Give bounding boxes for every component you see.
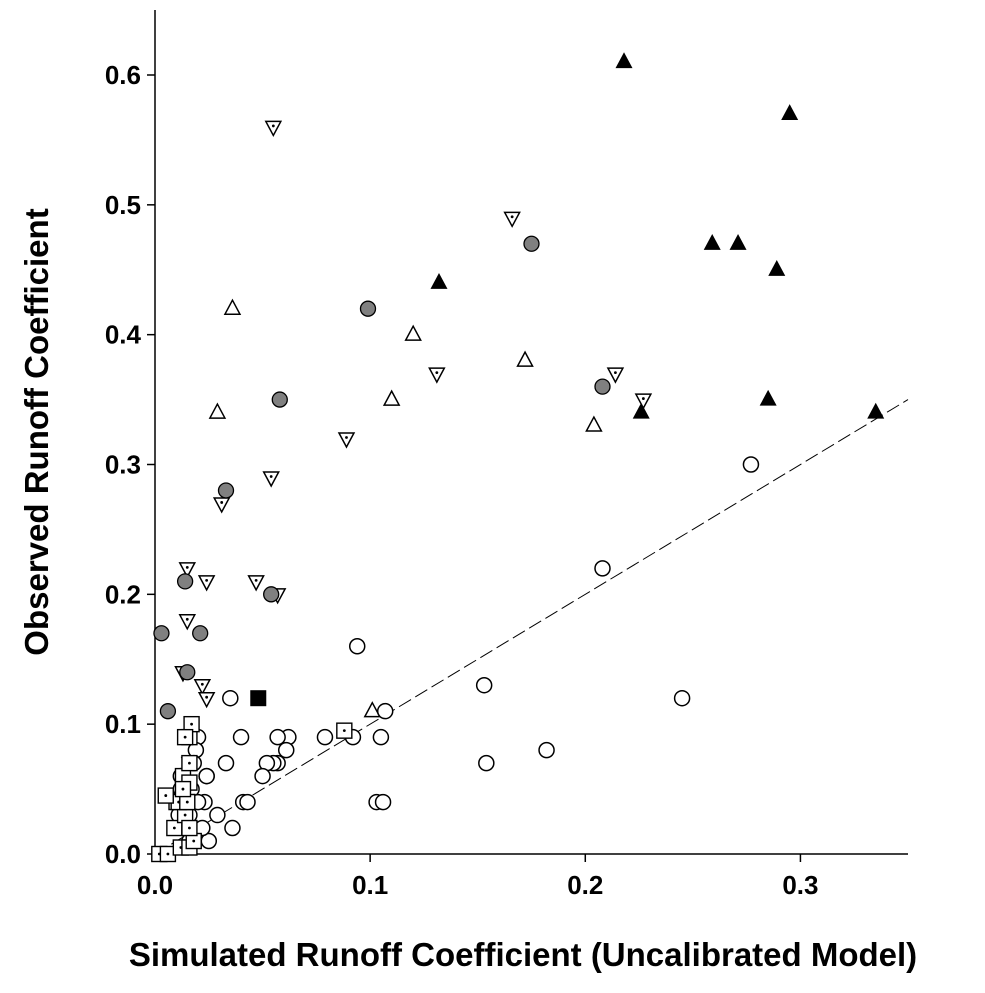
data-point-open-triangle-down-dot bbox=[428, 367, 446, 384]
data-point-open-circle bbox=[217, 754, 235, 772]
data-point-open-triangle-down-dot bbox=[197, 691, 216, 709]
data-point-open-circle bbox=[478, 754, 495, 772]
data-point-open-triangle-up bbox=[404, 324, 422, 341]
data-point-filled-triangle-up bbox=[781, 104, 799, 121]
data-point-filled-triangle-up bbox=[729, 234, 747, 250]
data-point-open-square-dot bbox=[176, 728, 194, 746]
data-point-open-circle bbox=[224, 819, 241, 837]
data-point-filled-triangle-up bbox=[768, 259, 786, 276]
data-point-filled-triangle-up bbox=[759, 389, 777, 406]
data-point-open-triangle-up bbox=[363, 701, 382, 718]
data-point-filled-circle-gray bbox=[217, 482, 235, 499]
data-point-open-triangle-up bbox=[382, 389, 401, 406]
data-point-open-triangle-down-dot bbox=[337, 432, 356, 449]
data-point-open-triangle-down-dot bbox=[264, 120, 283, 138]
data-point-open-triangle-up bbox=[516, 350, 534, 367]
data-point-open-square-dot bbox=[181, 754, 198, 772]
data-point-filled-square bbox=[250, 690, 267, 707]
data-point-filled-circle-gray bbox=[176, 573, 194, 590]
x-tick-label: 0.1 bbox=[352, 870, 388, 900]
data-point-filled-triangle-up bbox=[430, 272, 448, 289]
y-tick-label: 0.6 bbox=[105, 60, 141, 90]
data-point-filled-circle-gray bbox=[153, 625, 170, 642]
data-point-open-circle bbox=[232, 728, 250, 746]
data-point-open-triangle-down-dot bbox=[634, 393, 653, 410]
data-point-open-circle bbox=[239, 793, 256, 811]
y-tick-label: 0.2 bbox=[105, 579, 141, 609]
y-tick-label: 0.4 bbox=[105, 320, 142, 350]
x-tick-label: 0.0 bbox=[137, 870, 173, 900]
data-point-open-triangle-down-dot bbox=[247, 575, 265, 592]
y-tick-label: 0.5 bbox=[105, 190, 141, 220]
data-point-open-square-dot bbox=[174, 780, 192, 798]
data-point-open-triangle-down-dot bbox=[197, 575, 216, 592]
y-tick-label: 0.1 bbox=[105, 709, 141, 739]
data-point-open-triangle-down-dot bbox=[606, 367, 625, 384]
x-axis-title: Simulated Runoff Coefficient (Uncalibrat… bbox=[129, 936, 917, 973]
data-point-open-triangle-up bbox=[585, 415, 603, 432]
one-to-one-reference-line bbox=[154, 399, 909, 855]
data-point-filled-triangle-up bbox=[615, 52, 633, 69]
data-point-open-triangle-down-dot bbox=[212, 497, 231, 514]
data-point-open-square-dot bbox=[336, 722, 353, 739]
data-point-filled-circle-gray bbox=[523, 235, 540, 252]
data-point-open-circle bbox=[222, 689, 239, 707]
data-point-open-circle bbox=[374, 793, 392, 811]
data-point-open-circle bbox=[376, 702, 394, 720]
data-point-open-square-dot bbox=[181, 819, 198, 837]
data-point-open-circle bbox=[742, 456, 760, 473]
data-point-open-circle bbox=[209, 806, 226, 824]
data-point-open-triangle-down-dot bbox=[178, 562, 197, 579]
data-point-open-circle bbox=[277, 741, 295, 759]
data-point-open-circle bbox=[348, 638, 366, 655]
x-axis-ticks: 0.0 0.1 0.2 0.3 bbox=[137, 854, 819, 900]
y-tick-label: 0.3 bbox=[105, 450, 141, 480]
data-point-filled-triangle-up bbox=[867, 402, 885, 419]
data-point-filled-circle-gray bbox=[179, 664, 196, 681]
data-point-open-triangle-down-dot bbox=[193, 678, 212, 696]
data-point-open-triangle-up bbox=[223, 298, 242, 315]
data-point-filled-circle-gray bbox=[359, 300, 377, 317]
x-tick-label: 0.3 bbox=[782, 870, 818, 900]
data-point-filled-circle-gray bbox=[271, 391, 288, 408]
data-point-open-triangle-down-dot bbox=[178, 614, 197, 631]
data-point-filled-triangle-up bbox=[632, 402, 650, 419]
plot-area: 0.0 0.1 0.2 0.3 0.0 0.1 0.2 0.3 0.4 0.5 0.6 bbox=[105, 10, 909, 900]
data-point-open-circle bbox=[372, 728, 390, 746]
data-point-open-circle bbox=[475, 676, 493, 694]
data-point-open-circle bbox=[269, 728, 286, 746]
data-point-open-circle bbox=[254, 767, 271, 785]
data-point-open-triangle-down-dot bbox=[262, 471, 280, 488]
data-point-filled-circle-gray bbox=[159, 703, 177, 720]
data-point-open-square-dot bbox=[157, 787, 174, 804]
data-point-filled-circle-gray bbox=[263, 586, 280, 603]
y-axis-ticks: 0.0 0.1 0.2 0.3 0.4 0.5 0.6 bbox=[105, 60, 155, 869]
data-point-open-circle bbox=[594, 560, 611, 577]
data-point-filled-circle-gray bbox=[192, 625, 209, 642]
x-tick-label: 0.2 bbox=[567, 870, 603, 900]
data-point-open-circle bbox=[673, 689, 691, 707]
data-point-open-circle bbox=[538, 741, 555, 759]
data-point-open-circle bbox=[316, 728, 334, 746]
data-point-filled-circle-gray bbox=[594, 378, 611, 395]
data-point-open-triangle-down-dot bbox=[503, 211, 521, 228]
y-axis-title: Observed Runoff Coefficient bbox=[18, 208, 55, 655]
data-point-open-triangle-up bbox=[208, 402, 227, 419]
data-points bbox=[151, 52, 885, 863]
y-tick-label: 0.0 bbox=[105, 839, 141, 869]
data-point-filled-triangle-up bbox=[703, 234, 721, 250]
data-point-open-circle bbox=[198, 767, 215, 785]
